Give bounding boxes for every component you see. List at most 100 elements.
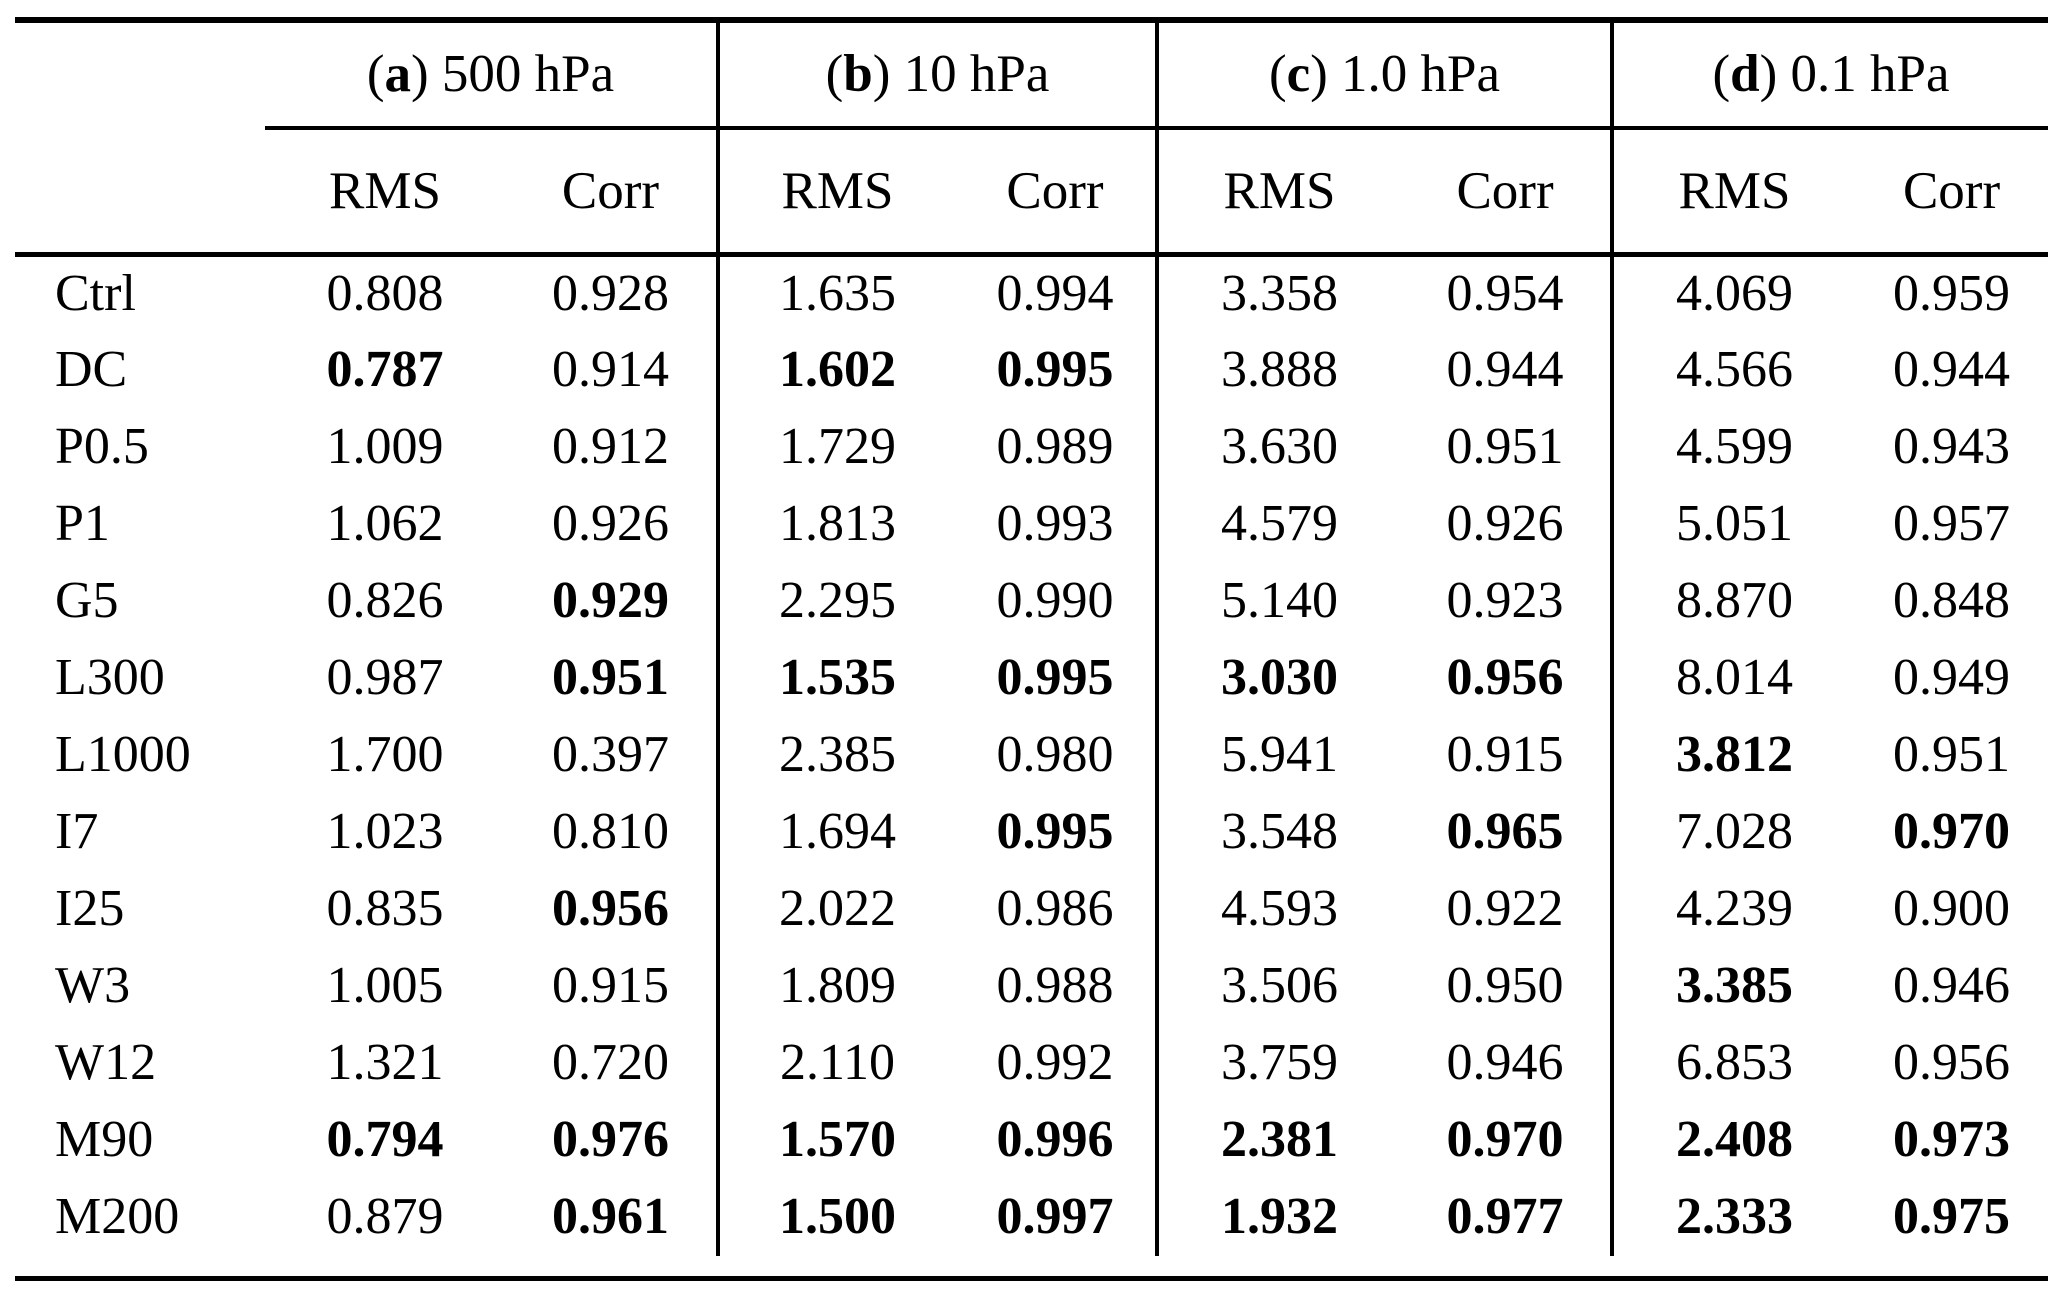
corr-value: 0.956 bbox=[1446, 649, 1564, 706]
rms-value: 3.812 bbox=[1610, 716, 1856, 794]
corr-value: 0.997 bbox=[996, 1188, 1114, 1245]
corr-value: 0.956 bbox=[552, 880, 669, 937]
rms-value: 5.140 bbox=[1155, 562, 1401, 640]
corr-value: 0.995 bbox=[996, 803, 1114, 860]
rms-value: 2.385 bbox=[716, 716, 955, 794]
rms-value: 4.069 bbox=[1610, 254, 1856, 332]
corr-value: 0.993 bbox=[996, 495, 1114, 552]
corr-value: 0.956 bbox=[1893, 1034, 2011, 1091]
rms-value: 3.888 bbox=[1155, 331, 1401, 409]
rms-value: 1.009 bbox=[326, 418, 444, 475]
table-row-w3: W3 1.005 0.915 1.809 0.988 3.506 0.950 3.385 0.9… bbox=[15, 947, 2048, 1025]
group-header-0.1hpa: (d) 0.1 hPa bbox=[1610, 23, 2049, 130]
corr-value: 0.973 bbox=[1893, 1111, 2011, 1168]
rms-value: 1.813 bbox=[716, 485, 955, 563]
corr-value: 0.965 bbox=[1446, 803, 1564, 860]
corr-value: 0.988 bbox=[996, 957, 1114, 1014]
corr-value: 0.915 bbox=[552, 957, 669, 1014]
table-row-m90: M90 0.794 0.976 1.570 0.996 2.381 0.970 2.408 0.… bbox=[15, 1101, 2048, 1179]
corr-value: 0.992 bbox=[996, 1034, 1114, 1091]
table-row-p0_5: P0.5 1.009 0.912 1.729 0.989 3.630 0.951 4.599 0… bbox=[15, 408, 2048, 486]
rms-value: 6.853 bbox=[1610, 1024, 1856, 1102]
rms-value: 4.239 bbox=[1610, 870, 1856, 948]
results-table: (a) 500 hPa (b) 10 hPa (c) 1.0 hPa (d) 0… bbox=[15, 23, 2049, 1256]
corr-value: 0.950 bbox=[1446, 957, 1564, 1014]
corr-value: 0.923 bbox=[1446, 572, 1564, 629]
bottom-rule bbox=[15, 1275, 2048, 1281]
corr-value: 0.949 bbox=[1893, 649, 2011, 706]
row-label: L300 bbox=[55, 649, 165, 706]
corr-value: 0.990 bbox=[996, 572, 1114, 629]
corr-header-d: Corr bbox=[1855, 128, 2049, 257]
corr-value: 0.810 bbox=[552, 803, 669, 860]
table-row-dc: DC 0.787 0.914 1.602 0.995 3.888 0.944 4.566 0.9… bbox=[15, 331, 2048, 409]
rms-value: 1.809 bbox=[716, 947, 955, 1025]
results-table-container: (a) 500 hPa (b) 10 hPa (c) 1.0 hPa (d) 0… bbox=[15, 17, 2049, 1281]
corr-value: 0.959 bbox=[1893, 265, 2011, 323]
rms-value: 1.535 bbox=[716, 639, 955, 717]
group-letter: d bbox=[1730, 45, 1760, 103]
row-label: I7 bbox=[55, 803, 99, 860]
corr-value: 0.986 bbox=[996, 880, 1114, 937]
row-label: Ctrl bbox=[55, 265, 136, 323]
rms-value: 2.022 bbox=[716, 870, 955, 948]
rms-value: 2.295 bbox=[716, 562, 955, 640]
group-letter: b bbox=[843, 45, 873, 103]
table-row-w12: W12 1.321 0.720 2.110 0.992 3.759 0.946 6.853 0.… bbox=[15, 1024, 2048, 1102]
corr-value: 0.996 bbox=[996, 1111, 1114, 1168]
row-label: DC bbox=[55, 341, 128, 398]
rms-value: 0.879 bbox=[326, 1188, 444, 1245]
corr-value: 0.975 bbox=[1893, 1188, 2011, 1245]
rms-value: 4.593 bbox=[1155, 870, 1401, 948]
rms-value: 3.630 bbox=[1155, 408, 1401, 486]
corr-header-a: Corr bbox=[505, 128, 718, 257]
group-letter: c bbox=[1286, 45, 1311, 103]
rms-value: 7.028 bbox=[1610, 793, 1856, 871]
rms-value: 1.023 bbox=[326, 803, 444, 860]
corr-value: 0.926 bbox=[552, 495, 669, 552]
paren: ( bbox=[1712, 45, 1731, 103]
corr-value: 0.995 bbox=[996, 341, 1114, 398]
corr-value: 0.989 bbox=[996, 418, 1114, 475]
corr-value: 0.954 bbox=[1446, 265, 1564, 323]
corr-value: 0.912 bbox=[552, 418, 669, 475]
table-row-l1000: L1000 1.700 0.397 2.385 0.980 5.941 0.915 3.812… bbox=[15, 716, 2048, 794]
corr-value: 0.995 bbox=[996, 649, 1114, 706]
corr-value: 0.922 bbox=[1446, 880, 1564, 937]
corr-value: 0.944 bbox=[1446, 341, 1564, 398]
rms-value: 1.729 bbox=[716, 408, 955, 486]
rms-value: 1.932 bbox=[1155, 1178, 1401, 1256]
row-label: I25 bbox=[55, 880, 125, 937]
corr-value: 0.980 bbox=[996, 726, 1114, 783]
rms-value: 1.321 bbox=[326, 1034, 444, 1091]
group-letter: a bbox=[384, 45, 412, 103]
rms-value: 2.381 bbox=[1155, 1101, 1401, 1179]
rms-value: 3.506 bbox=[1155, 947, 1401, 1025]
corr-value: 0.970 bbox=[1893, 803, 2011, 860]
rms-value: 1.570 bbox=[716, 1101, 955, 1179]
rms-value: 0.808 bbox=[326, 265, 444, 323]
paren: ( bbox=[366, 45, 385, 103]
corr-value: 0.946 bbox=[1893, 957, 2011, 1014]
row-label: P1 bbox=[55, 495, 110, 552]
rms-value: 5.051 bbox=[1610, 485, 1856, 563]
corr-value: 0.994 bbox=[996, 265, 1114, 323]
corr-value: 0.943 bbox=[1893, 418, 2011, 475]
rms-header-a: RMS bbox=[265, 128, 505, 257]
top-rule bbox=[15, 17, 2048, 23]
corr-header-b: Corr bbox=[955, 128, 1158, 257]
table-row-i7: I7 1.023 0.810 1.694 0.995 3.548 0.965 7.028 0.9… bbox=[15, 793, 2048, 871]
corr-value: 0.951 bbox=[1893, 726, 2011, 783]
rms-value: 8.870 bbox=[1610, 562, 1856, 640]
table-row-l300: L300 0.987 0.951 1.535 0.995 3.030 0.956 8.014 0… bbox=[15, 639, 2048, 717]
column-header-row: RMS Corr RMS Corr RMS Corr RMS Corr bbox=[15, 128, 2049, 257]
corr-value: 0.951 bbox=[552, 649, 669, 706]
rms-value: 1.602 bbox=[716, 331, 955, 409]
row-label: W3 bbox=[55, 957, 131, 1014]
corr-value: 0.720 bbox=[552, 1034, 669, 1091]
rms-value: 0.826 bbox=[326, 572, 444, 629]
rms-value: 3.548 bbox=[1155, 793, 1401, 871]
rms-value: 1.062 bbox=[326, 495, 444, 552]
table-row-p1: P1 1.062 0.926 1.813 0.993 4.579 0.926 5.051 0.9… bbox=[15, 485, 2048, 563]
rms-value: 3.030 bbox=[1155, 639, 1401, 717]
